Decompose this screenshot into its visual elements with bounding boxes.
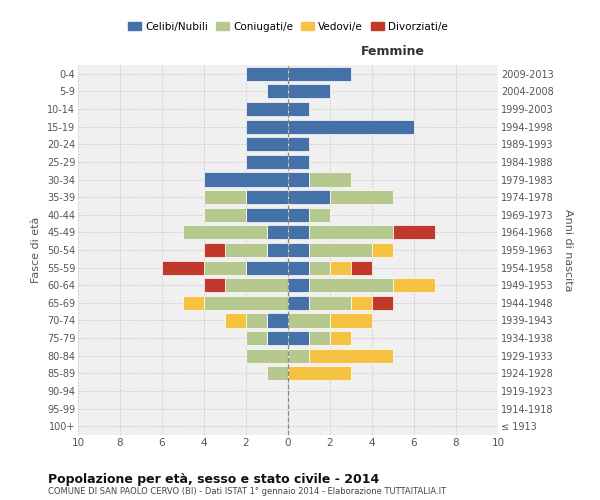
Bar <box>309 348 393 363</box>
Bar <box>267 84 288 98</box>
Bar <box>204 243 225 257</box>
Bar <box>288 120 414 134</box>
Bar <box>351 260 372 274</box>
Text: Popolazione per età, sesso e stato civile - 2014: Popolazione per età, sesso e stato civil… <box>48 472 379 486</box>
Bar <box>330 314 372 328</box>
Bar <box>288 314 330 328</box>
Bar <box>309 296 351 310</box>
Bar <box>288 84 330 98</box>
Bar <box>267 314 288 328</box>
Bar <box>204 172 288 186</box>
Bar <box>288 226 309 239</box>
Bar <box>309 243 372 257</box>
Bar <box>288 366 351 380</box>
Y-axis label: Anni di nascita: Anni di nascita <box>563 209 573 291</box>
Bar <box>162 260 204 274</box>
Bar <box>309 278 393 292</box>
Bar <box>372 243 393 257</box>
Bar <box>288 190 330 204</box>
Y-axis label: Fasce di età: Fasce di età <box>31 217 41 283</box>
Bar <box>225 278 288 292</box>
Bar <box>330 260 351 274</box>
Bar <box>246 102 288 116</box>
Bar <box>288 278 309 292</box>
Bar <box>288 208 309 222</box>
Bar <box>309 226 393 239</box>
Bar <box>246 314 267 328</box>
Bar <box>225 243 267 257</box>
Bar <box>246 208 288 222</box>
Bar <box>183 296 204 310</box>
Bar <box>309 208 330 222</box>
Bar <box>246 120 288 134</box>
Bar <box>288 331 309 345</box>
Legend: Celibi/Nubili, Coniugati/e, Vedovi/e, Divorziati/e: Celibi/Nubili, Coniugati/e, Vedovi/e, Di… <box>125 18 451 34</box>
Bar <box>204 260 246 274</box>
Bar <box>288 348 309 363</box>
Bar <box>246 67 288 81</box>
Bar <box>288 155 309 169</box>
Bar <box>288 102 309 116</box>
Bar <box>204 296 288 310</box>
Bar <box>288 137 309 152</box>
Bar <box>267 366 288 380</box>
Bar <box>246 260 288 274</box>
Text: Femmine: Femmine <box>361 44 425 58</box>
Bar <box>204 190 246 204</box>
Bar <box>393 278 435 292</box>
Bar <box>309 260 330 274</box>
Bar <box>267 226 288 239</box>
Bar <box>288 296 309 310</box>
Bar <box>330 331 351 345</box>
Bar <box>330 190 393 204</box>
Bar <box>204 278 225 292</box>
Bar <box>288 172 309 186</box>
Bar <box>309 172 351 186</box>
Bar <box>246 348 288 363</box>
Bar <box>351 296 372 310</box>
Bar <box>372 296 393 310</box>
Bar <box>246 137 288 152</box>
Bar <box>225 314 246 328</box>
Bar <box>246 190 288 204</box>
Text: COMUNE DI SAN PAOLO CERVO (BI) - Dati ISTAT 1° gennaio 2014 - Elaborazione TUTTA: COMUNE DI SAN PAOLO CERVO (BI) - Dati IS… <box>48 488 446 496</box>
Bar <box>393 226 435 239</box>
Bar <box>267 243 288 257</box>
Bar <box>246 331 267 345</box>
Bar <box>183 226 267 239</box>
Bar <box>246 155 288 169</box>
Bar <box>309 331 330 345</box>
Bar <box>288 243 309 257</box>
Bar <box>204 208 246 222</box>
Bar <box>288 67 351 81</box>
Bar <box>288 260 309 274</box>
Bar <box>267 331 288 345</box>
